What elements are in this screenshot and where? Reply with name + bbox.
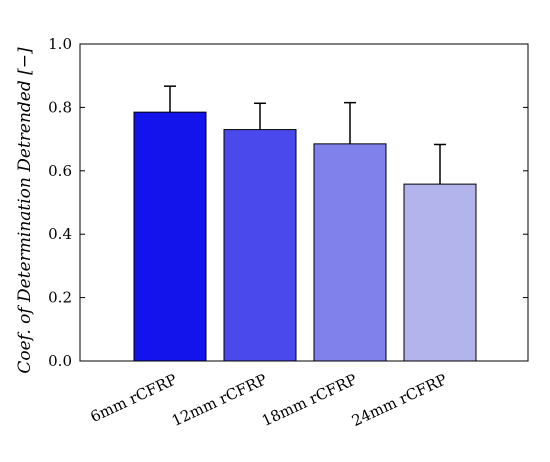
y-tick-label: 1.0 (48, 35, 72, 53)
x-category-label: 6mm rCFRP (88, 370, 180, 426)
y-axis-label: Coef. of Determination Detrended [−] (15, 47, 35, 374)
y-tick-label: 0.0 (48, 352, 72, 370)
bars-group (133, 111, 477, 362)
bar (223, 129, 297, 362)
y-axis-ticks: 0.0 0.2 0.4 0.6 0.8 1.0 (48, 35, 528, 370)
y-tick-label: 0.8 (48, 98, 72, 116)
bar (133, 111, 207, 362)
x-category-label: 24mm rCFRP (349, 370, 450, 430)
error-bars-group (164, 85, 446, 185)
y-tick-label: 0.6 (48, 162, 72, 180)
plot-frame (79, 43, 529, 362)
bar (313, 143, 387, 362)
bar (403, 183, 477, 362)
x-category-label: 18mm rCFRP (259, 370, 360, 430)
x-category-label: 12mm rCFRP (169, 370, 270, 430)
y-tick-label: 0.2 (48, 289, 72, 307)
y-tick-label: 0.4 (48, 225, 72, 243)
